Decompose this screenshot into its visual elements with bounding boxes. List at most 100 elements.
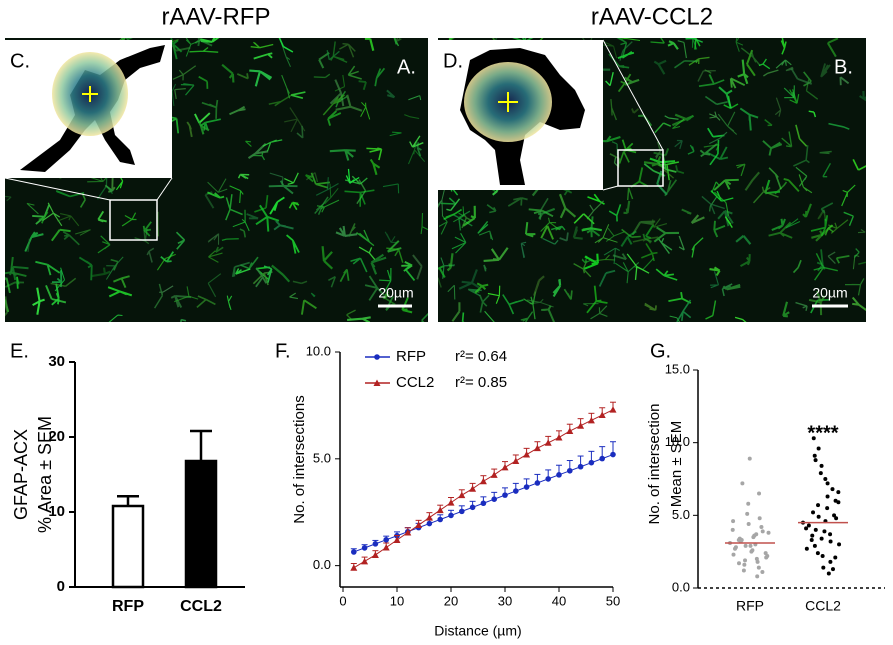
astrocyte: [447, 284, 456, 300]
astrocyte: [208, 250, 223, 263]
data-point: [736, 561, 741, 566]
astrocyte: [623, 76, 640, 86]
astrocyte: [382, 290, 390, 300]
astrocyte: [573, 260, 592, 278]
astrocyte: [859, 90, 866, 102]
panel-label: D.: [443, 50, 463, 72]
astrocyte: [271, 264, 291, 283]
y-tick-label: 10.0: [306, 343, 331, 358]
astrocyte: [364, 275, 385, 301]
data-point: [818, 471, 823, 476]
astrocyte: [443, 208, 463, 220]
astrocyte: [32, 287, 45, 315]
astrocyte: [268, 93, 294, 107]
astrocyte: [292, 280, 308, 285]
astrocyte: [384, 231, 397, 244]
y-axis-label: % Area ± SEM: [35, 416, 55, 533]
data-point: [804, 546, 809, 551]
astrocyte: [335, 94, 363, 112]
astrocyte: [153, 283, 164, 309]
astrocyte: [245, 140, 252, 147]
astrocyte: [581, 227, 602, 232]
astrocyte: [709, 111, 721, 121]
astrocyte: [226, 295, 233, 311]
astrocyte: [811, 224, 834, 242]
data-point: [742, 562, 747, 567]
astrocyte: [440, 197, 457, 205]
astrocyte: [641, 242, 658, 262]
data-point: [746, 501, 751, 506]
astrocyte: [313, 73, 331, 79]
zoom-line: [602, 39, 664, 151]
astrocyte: [626, 253, 650, 280]
data-point: [809, 538, 814, 543]
astrocyte: [691, 237, 704, 258]
annotation: ****: [807, 422, 838, 444]
astrocyte: [740, 254, 751, 267]
astrocyte: [706, 146, 729, 161]
astrocyte: [389, 131, 402, 137]
astrocyte: [42, 202, 63, 227]
astrocyte: [541, 305, 556, 322]
astrocyte: [252, 151, 266, 161]
data-point: [739, 538, 744, 543]
astrocyte: [764, 119, 773, 127]
astrocyte: [558, 193, 577, 219]
astrocyte: [5, 195, 12, 202]
astrocyte: [563, 288, 573, 300]
astrocyte: [632, 236, 659, 244]
astrocyte: [685, 114, 694, 122]
astrocyte: [775, 59, 792, 69]
astrocyte: [387, 240, 402, 253]
astrocyte: [458, 269, 480, 290]
astrocyte: [55, 190, 85, 198]
astrocyte: [197, 119, 210, 135]
astrocyte: [339, 42, 356, 58]
astrocyte: [180, 318, 187, 322]
y-axis-label: Mean ± SEM: [668, 421, 685, 508]
data-point: [833, 555, 838, 560]
astrocyte: [96, 172, 114, 200]
astrocyte: [614, 261, 640, 284]
astrocyte: [26, 202, 39, 215]
astrocyte: [207, 233, 220, 245]
astrocyte: [608, 204, 622, 222]
astrocyte: [827, 251, 836, 265]
astrocyte: [795, 124, 808, 147]
astrocyte: [808, 110, 817, 118]
astrocyte: [255, 267, 267, 288]
data-point: [740, 481, 745, 486]
astrocyte: [171, 44, 191, 52]
legend-stat: r²= 0.85: [455, 374, 507, 391]
astrocyte: [438, 265, 446, 278]
astrocyte: [608, 53, 630, 69]
astrocyte: [512, 38, 534, 43]
astrocyte: [196, 295, 216, 309]
astrocyte: [552, 279, 562, 298]
data-point: [825, 481, 830, 486]
astrocyte: [819, 150, 832, 155]
data-point: [743, 558, 748, 563]
astrocyte: [768, 221, 793, 239]
astrocyte: [57, 213, 80, 227]
astrocyte: [483, 264, 487, 272]
scale-label: 20µm: [378, 285, 413, 301]
astrocyte: [610, 99, 618, 121]
data-point: [828, 539, 833, 544]
legend-label: RFP: [396, 348, 426, 365]
astrocyte: [401, 297, 413, 314]
panel-label: B.: [834, 56, 853, 78]
astrocyte: [91, 267, 111, 278]
x-tick-label: 30: [498, 593, 512, 608]
astrocyte: [358, 246, 376, 261]
astrocyte: [780, 38, 787, 55]
data-point: [751, 535, 756, 540]
y-tick-label: 30: [48, 353, 65, 370]
astrocyte: [643, 155, 665, 169]
astrocyte: [269, 196, 285, 215]
astrocyte: [62, 231, 80, 246]
astrocyte: [714, 191, 730, 216]
astrocyte: [409, 135, 424, 148]
astrocyte: [322, 94, 345, 116]
astrocyte: [822, 162, 832, 178]
